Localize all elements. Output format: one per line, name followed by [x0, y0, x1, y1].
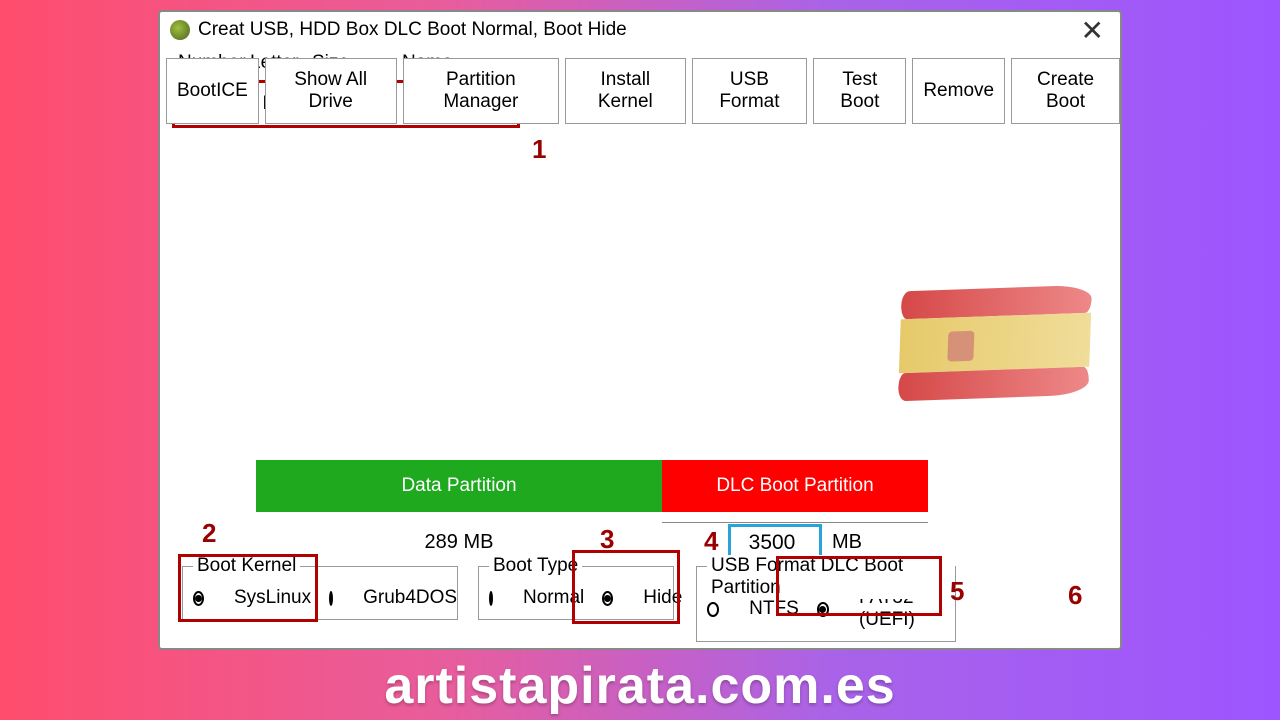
test-boot-button[interactable]: Test Boot: [813, 58, 906, 124]
app-window: Creat USB, HDD Box DLC Boot Normal, Boot…: [158, 10, 1122, 650]
opt-grub4dos: Grub4DOS: [363, 587, 457, 609]
annotation-6: 6: [1068, 580, 1082, 611]
usb-format-button[interactable]: USB Format: [692, 58, 808, 124]
radio-grub4dos[interactable]: [329, 591, 333, 606]
partition-bar: Data Partition DLC Boot Partition: [256, 460, 928, 512]
install-kernel-button[interactable]: Install Kernel: [565, 58, 685, 124]
radio-ntfs[interactable]: [707, 602, 719, 617]
create-boot-button[interactable]: Create Boot: [1011, 58, 1120, 124]
close-icon[interactable]: ✕: [1075, 14, 1110, 47]
radio-normal[interactable]: [489, 591, 493, 606]
annotation-1: 1: [532, 134, 546, 165]
titlebar: Creat USB, HDD Box DLC Boot Normal, Boot…: [160, 12, 1120, 48]
annotation-3: 3: [600, 524, 614, 555]
data-partition: Data Partition: [256, 460, 662, 512]
partition-manager-button[interactable]: Partition Manager: [403, 58, 559, 124]
app-icon: [170, 20, 190, 40]
annotation-4: 4: [704, 526, 718, 557]
mb-label: MB: [832, 531, 862, 554]
highlight-2: [178, 554, 318, 622]
bootice-button[interactable]: BootICE: [166, 58, 259, 124]
highlight-5: [776, 556, 942, 616]
window-title: Creat USB, HDD Box DLC Boot Normal, Boot…: [198, 19, 627, 41]
button-bar: BootICE Show All Drive Partition Manager…: [166, 58, 1120, 124]
boot-partition: DLC Boot Partition: [662, 460, 928, 512]
watermark-text: artistapirata.com.es: [0, 656, 1280, 716]
show-all-drive-button[interactable]: Show All Drive: [265, 58, 397, 124]
annotation-5: 5: [950, 576, 964, 607]
highlight-3: [572, 550, 680, 624]
remove-button[interactable]: Remove: [912, 58, 1005, 124]
window-content: Number Letter Size Name 2 H: 3.7GB hp v2…: [160, 48, 1120, 132]
boot-type-legend: Boot Type: [489, 555, 582, 577]
spain-flag-icon: [898, 285, 1092, 402]
annotation-2: 2: [202, 518, 216, 549]
